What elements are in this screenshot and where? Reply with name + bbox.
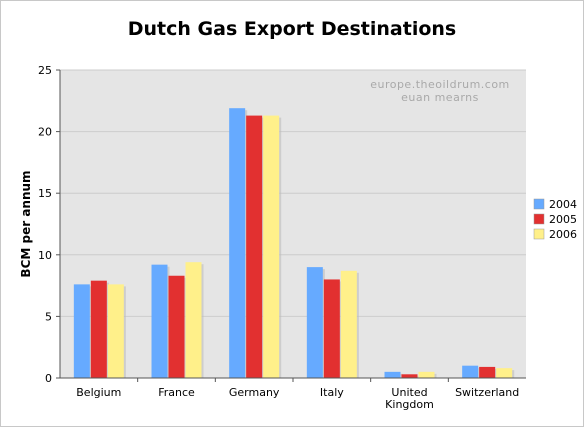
bar-2004-france <box>151 264 168 378</box>
bar-2006-italy <box>340 270 357 378</box>
y-tick-label: 20 <box>38 126 52 139</box>
x-tick-label: France <box>158 386 195 399</box>
watermark-text: euan mearns <box>401 91 479 104</box>
x-tick-label: Germany <box>229 386 280 399</box>
bar-2006-france <box>185 262 202 378</box>
bar-2006-belgium <box>107 284 124 378</box>
bar-2005-united-kingdom <box>401 374 418 378</box>
bar-2004-germany <box>229 108 246 378</box>
y-tick-label: 25 <box>38 64 52 77</box>
y-tick-label: 5 <box>45 310 52 323</box>
legend-label: 2005 <box>549 213 577 226</box>
bar-2005-france <box>168 275 185 378</box>
x-tick-label: Belgium <box>76 386 121 399</box>
watermark-text: europe.theoildrum.com <box>370 78 510 91</box>
bar-2005-belgium <box>90 280 107 378</box>
bar-2005-germany <box>246 115 263 379</box>
y-tick-label: 0 <box>45 372 52 385</box>
y-tick-label: 10 <box>38 249 52 262</box>
legend-label: 2004 <box>549 198 577 211</box>
legend-swatch-2004 <box>533 198 545 210</box>
plot-area <box>60 70 526 378</box>
bar-2005-italy <box>323 279 340 378</box>
y-axis-label: BCM per annum <box>19 170 33 277</box>
bar-2004-switzerland <box>462 365 479 378</box>
bar-2004-belgium <box>73 284 90 378</box>
bar-2005-switzerland <box>479 366 496 378</box>
y-tick-label: 15 <box>38 187 52 200</box>
bar-2006-switzerland <box>496 368 513 378</box>
chart-title: Dutch Gas Export Destinations <box>128 18 456 40</box>
x-tick-label: Italy <box>320 386 344 399</box>
x-tick-label: Kingdom <box>385 398 434 411</box>
bar-2004-italy <box>306 267 323 378</box>
legend-swatch-2006 <box>533 228 545 240</box>
legend-swatch-2005 <box>533 213 545 225</box>
legend-label: 2006 <box>549 228 577 241</box>
x-tick-label: United <box>391 386 427 399</box>
bar-2004-united-kingdom <box>384 371 401 378</box>
bar-2006-united-kingdom <box>418 371 435 378</box>
x-tick-label: Switzerland <box>455 386 519 399</box>
bar-2006-germany <box>263 115 280 379</box>
